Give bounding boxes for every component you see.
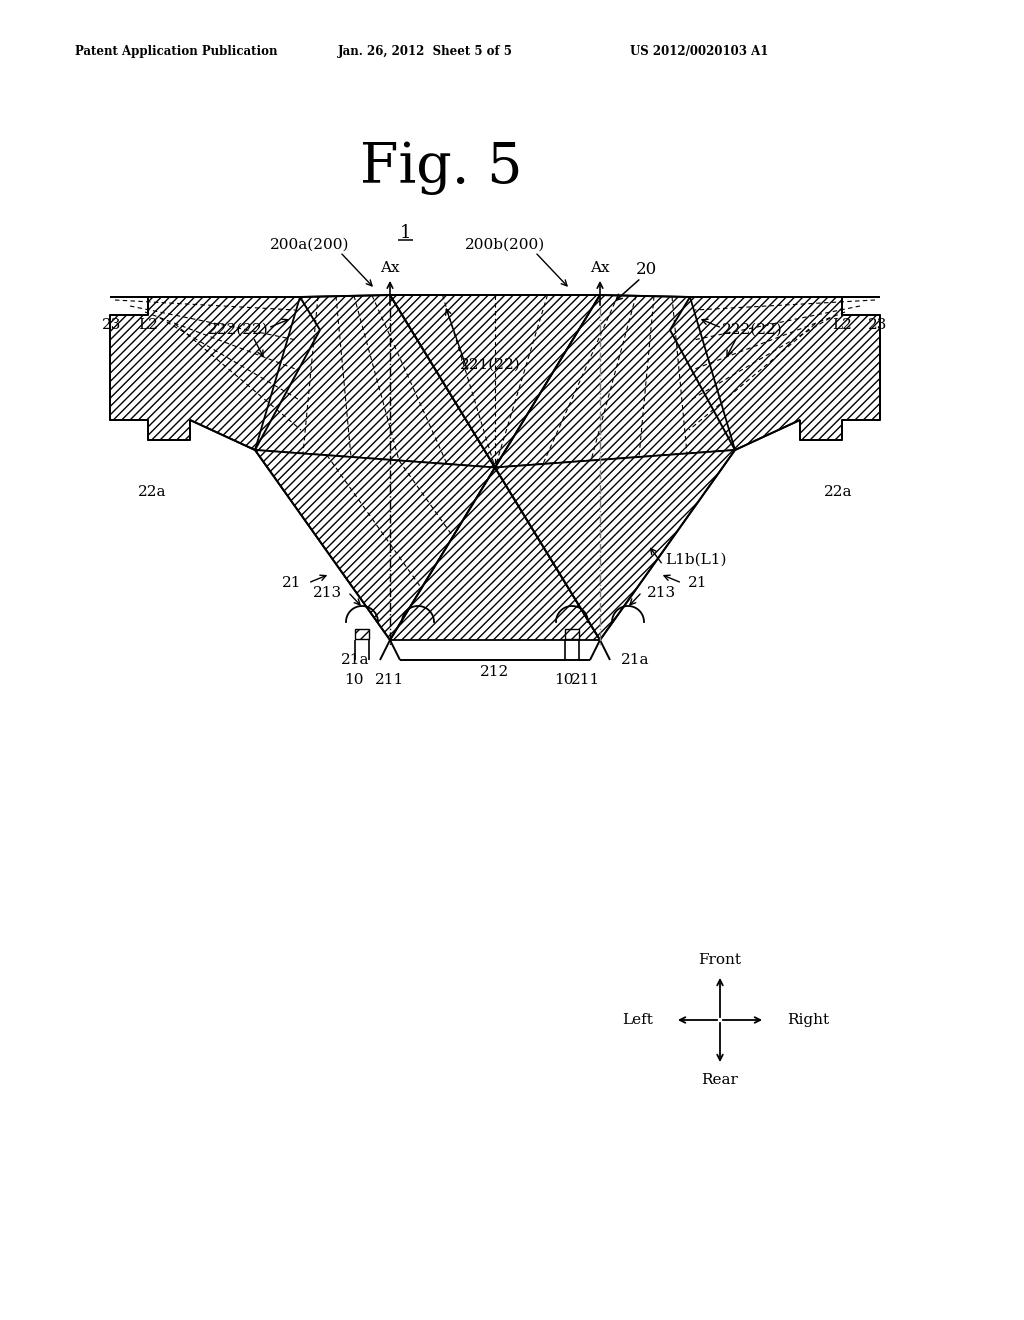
Text: 200b(200): 200b(200) [465, 238, 545, 252]
Text: 22a: 22a [138, 484, 166, 499]
Text: Ax: Ax [590, 261, 610, 275]
Text: Front: Front [698, 953, 741, 968]
Text: 23: 23 [868, 318, 888, 333]
Text: 1: 1 [399, 224, 411, 242]
Text: 21a: 21a [341, 653, 370, 667]
Text: L1b(L1): L1b(L1) [665, 553, 726, 568]
Text: L2: L2 [833, 318, 852, 333]
Text: 221(22): 221(22) [460, 358, 520, 372]
Text: 10: 10 [344, 673, 364, 686]
Polygon shape [670, 297, 880, 450]
Text: Rear: Rear [701, 1073, 738, 1086]
Text: US 2012/0020103 A1: US 2012/0020103 A1 [630, 45, 768, 58]
Polygon shape [390, 294, 600, 467]
Polygon shape [355, 630, 369, 639]
Text: 22a: 22a [823, 484, 852, 499]
Text: 21: 21 [688, 576, 708, 590]
Text: L2: L2 [138, 318, 158, 333]
Text: 200a(200): 200a(200) [270, 238, 350, 252]
Text: 222(22): 222(22) [722, 323, 782, 337]
Polygon shape [390, 467, 600, 640]
Polygon shape [110, 297, 319, 450]
Polygon shape [255, 450, 495, 640]
Text: 20: 20 [636, 261, 657, 279]
Text: 211: 211 [571, 673, 601, 686]
Polygon shape [255, 294, 495, 467]
Text: Left: Left [623, 1012, 653, 1027]
Text: 23: 23 [102, 318, 122, 333]
Text: 212: 212 [480, 665, 510, 678]
Text: 21a: 21a [621, 653, 649, 667]
Polygon shape [495, 294, 735, 467]
Text: Jan. 26, 2012  Sheet 5 of 5: Jan. 26, 2012 Sheet 5 of 5 [338, 45, 513, 58]
Text: 10: 10 [554, 673, 573, 686]
Text: 213: 213 [313, 586, 343, 601]
Text: Fig. 5: Fig. 5 [360, 141, 522, 195]
Text: Patent Application Publication: Patent Application Publication [75, 45, 278, 58]
Text: Ax: Ax [380, 261, 399, 275]
Text: 21: 21 [283, 576, 302, 590]
Text: Right: Right [787, 1012, 829, 1027]
Text: 213: 213 [647, 586, 677, 601]
Text: 222(22): 222(22) [208, 323, 268, 337]
Polygon shape [565, 630, 579, 639]
Text: 211: 211 [376, 673, 404, 686]
Polygon shape [495, 450, 735, 640]
